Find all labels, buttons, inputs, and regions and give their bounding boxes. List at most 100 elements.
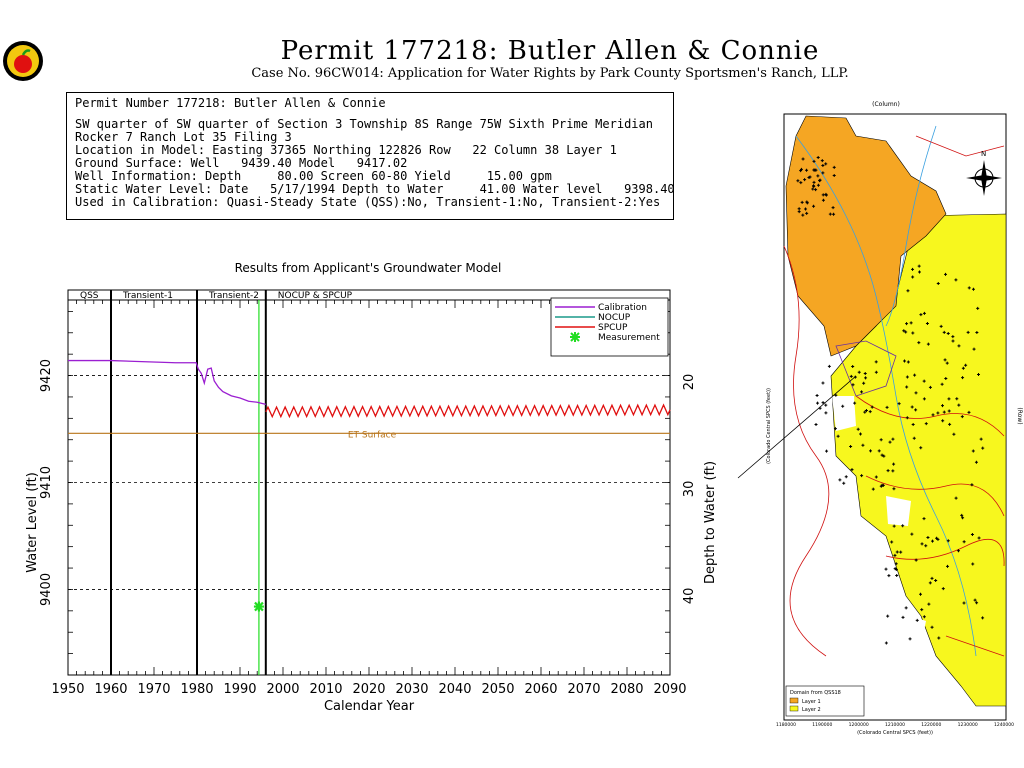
well-marker <box>917 264 921 268</box>
info-line: Ground Surface: Well 9439.40 Model 9417.… <box>75 156 408 170</box>
measurement-point <box>253 601 264 612</box>
well-marker <box>945 361 949 365</box>
well-marker <box>887 574 891 578</box>
well-marker <box>812 184 816 188</box>
x-tick-label: 2020 <box>352 682 385 697</box>
map-legend: Domain from QSS18 Layer 1 Layer 2 <box>785 685 865 717</box>
map-top-axis-label: (Column) <box>872 101 900 108</box>
well-marker <box>899 550 903 554</box>
well-marker <box>946 564 950 568</box>
well-marker <box>922 615 926 619</box>
x-tick-label: 2050 <box>481 682 514 697</box>
well-marker <box>814 188 818 192</box>
info-line: Static Water Level: Date 5/17/1994 Depth… <box>75 182 675 196</box>
well-marker <box>955 397 959 401</box>
well-marker <box>800 200 804 204</box>
info-line: Used in Calibration: Quasi-Steady State … <box>75 195 661 209</box>
well-marker <box>832 165 836 169</box>
well-marker <box>910 532 914 536</box>
well-marker <box>919 313 923 317</box>
well-marker <box>820 159 824 163</box>
well-marker <box>849 444 853 448</box>
well-marker <box>911 422 915 426</box>
well-marker <box>974 460 978 464</box>
legend-measurement-marker <box>570 332 580 342</box>
period-label: NOCUP & SPCUP <box>278 291 353 301</box>
well-marker <box>912 436 916 440</box>
well-marker <box>960 513 964 517</box>
well-marker <box>860 390 864 394</box>
series-calibration-line <box>68 359 266 406</box>
well-marker <box>805 168 809 172</box>
well-marker <box>882 454 886 458</box>
well-marker <box>828 212 832 216</box>
series-spcup-line <box>265 403 671 419</box>
well-marker <box>863 372 867 376</box>
well-marker <box>973 598 977 602</box>
map-x-tick-label: 1180000 <box>776 722 796 728</box>
map-legend-item: Layer 2 <box>802 707 821 713</box>
well-marker <box>816 401 820 405</box>
well-marker <box>812 159 816 163</box>
well-marker <box>977 372 981 376</box>
well-marker <box>812 204 816 208</box>
page-title: Permit 177218: Butler Allen & Connie <box>280 36 820 66</box>
well-marker <box>903 359 907 363</box>
well-markers <box>796 155 985 645</box>
x-tick-label: 1950 <box>51 682 84 697</box>
well-marker <box>850 468 854 472</box>
model-domain-map: N (Column) (Row) (Colorado Central SPCS … <box>737 101 1023 736</box>
well-marker <box>911 275 915 279</box>
well-marker <box>961 376 965 380</box>
white-patch <box>832 396 856 431</box>
well-marker <box>975 331 979 335</box>
white-patch <box>886 496 911 526</box>
well-marker <box>832 212 836 216</box>
well-marker <box>956 549 960 553</box>
chart-title: Results from Applicant's Groundwater Mod… <box>234 261 502 275</box>
well-marker <box>870 405 874 409</box>
well-marker <box>834 393 838 397</box>
well-marker <box>868 410 872 414</box>
well-marker <box>816 155 820 159</box>
well-marker <box>849 374 853 378</box>
well-marker <box>796 179 800 183</box>
well-marker <box>893 567 897 571</box>
well-marker <box>895 573 899 577</box>
well-marker <box>948 422 952 426</box>
well-marker <box>977 536 981 540</box>
well-marker <box>943 358 947 362</box>
well-marker <box>904 606 908 610</box>
x-tick-label: 2070 <box>567 682 600 697</box>
well-marker <box>924 544 928 548</box>
legend-label: Measurement <box>598 333 660 343</box>
well-marker <box>920 542 924 546</box>
well-marker <box>917 270 921 274</box>
well-marker <box>797 207 801 211</box>
map-right-axis-label: (Row) <box>1016 407 1023 424</box>
well-marker <box>975 601 979 605</box>
well-marker <box>922 397 926 401</box>
well-marker <box>924 422 928 426</box>
well-marker <box>928 385 932 389</box>
well-marker <box>874 360 878 364</box>
well-marker <box>971 562 975 566</box>
well-marker <box>816 183 820 187</box>
x-tick-label: 2060 <box>524 682 557 697</box>
map-x-tick-label: 1240000 <box>994 722 1014 728</box>
well-marker <box>815 393 819 397</box>
map-x-tick-label: 1220000 <box>921 722 941 728</box>
x-tick-label: 2040 <box>438 682 471 697</box>
y2-axis-label: Depth to Water (ft) <box>703 461 718 584</box>
well-marker <box>897 402 901 406</box>
well-marker <box>920 608 924 612</box>
well-marker <box>799 181 803 185</box>
info-line: Rocker 7 Ranch Lot 35 Filing 3 <box>75 130 292 144</box>
well-marker <box>851 383 855 387</box>
well-marker <box>931 413 935 417</box>
well-marker <box>821 171 825 175</box>
well-marker <box>970 533 974 537</box>
well-marker <box>914 408 918 412</box>
white-patch <box>908 616 926 641</box>
well-marker <box>946 539 950 543</box>
